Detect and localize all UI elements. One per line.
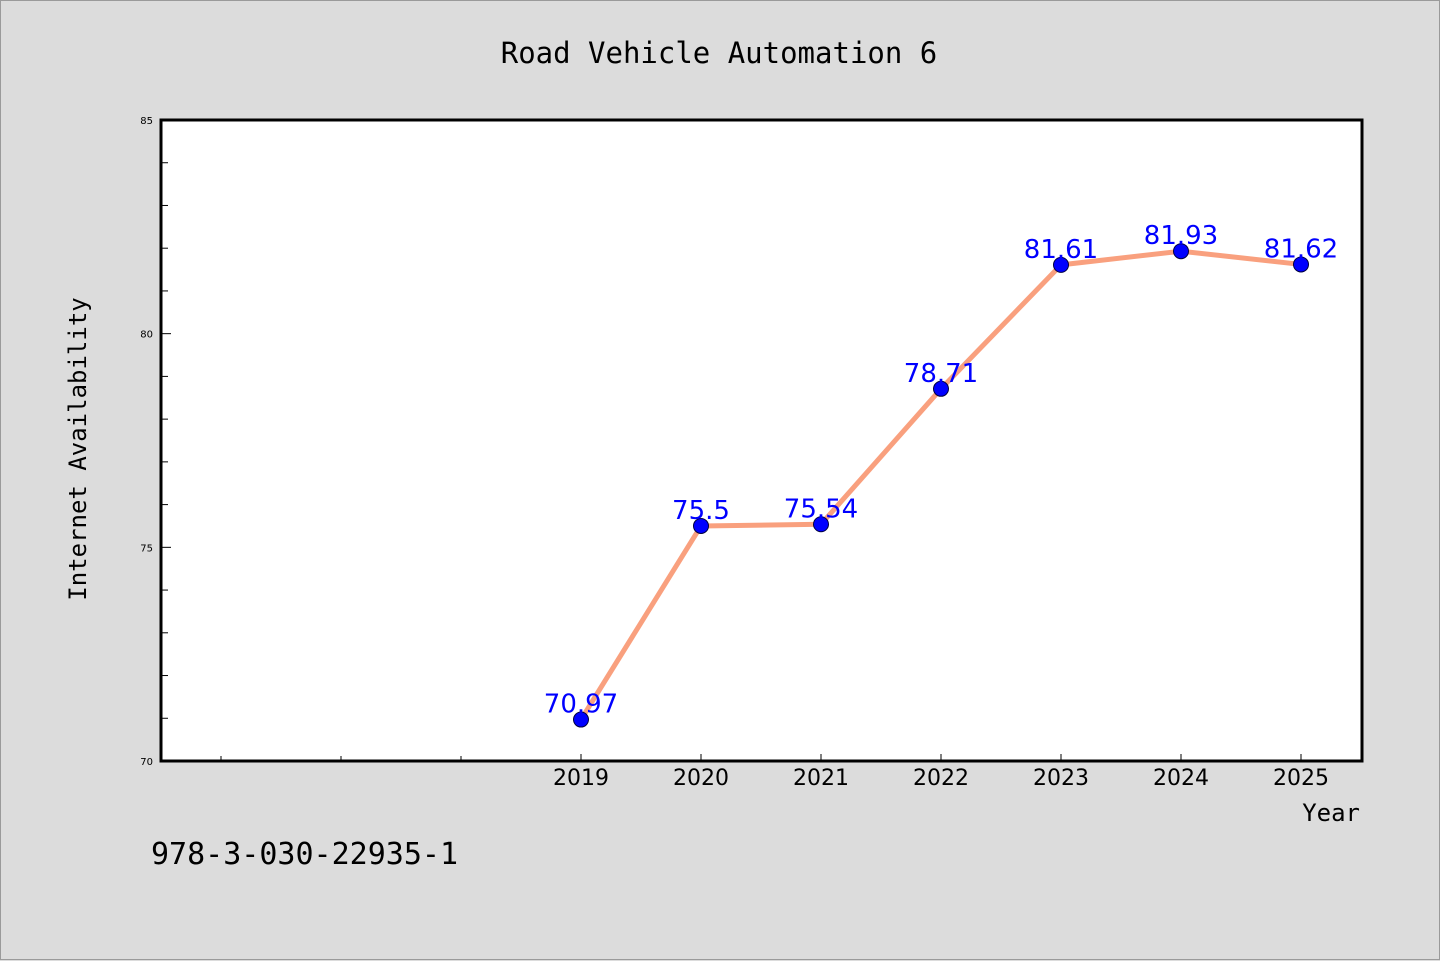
x-tick-label: 2020 <box>673 766 729 791</box>
data-point <box>933 380 949 397</box>
x-tick-label: 2023 <box>1033 766 1089 791</box>
data-point <box>693 517 709 534</box>
isbn-text: 978-3-030-22935-1 <box>151 837 458 872</box>
plot-area <box>159 118 1364 763</box>
data-point <box>1293 256 1309 273</box>
data-labels: 70.97 75.5 75.54 78.71 81.61 81.93 81.62 <box>544 221 1338 719</box>
data-label: 70.97 <box>544 690 618 720</box>
data-point <box>573 711 589 728</box>
data-point <box>1173 243 1189 260</box>
y-axis: 70 75 80 85 <box>140 116 171 768</box>
x-tick-label: 2025 <box>1273 766 1329 791</box>
x-axis-label: Year <box>1302 799 1360 827</box>
data-point <box>1053 256 1069 273</box>
x-tick-label: 2019 <box>553 766 609 791</box>
data-label: 75.54 <box>784 494 858 524</box>
data-label: 81.93 <box>1144 221 1218 251</box>
y-tick-label: 80 <box>140 330 153 341</box>
data-label: 75.5 <box>672 496 730 526</box>
data-label: 81.62 <box>1264 234 1338 264</box>
x-axis: 2019 2020 2021 2022 2023 2024 2025 <box>220 754 1329 791</box>
y-tick-label: 75 <box>140 543 153 554</box>
y-tick-label: 70 <box>140 757 153 768</box>
y-tick-label: 85 <box>140 116 153 127</box>
data-label: 81.61 <box>1024 235 1098 265</box>
data-label: 78.71 <box>904 359 978 389</box>
x-tick-label: 2024 <box>1153 766 1209 791</box>
data-point <box>813 516 829 533</box>
x-tick-label: 2022 <box>913 766 969 791</box>
chart-title: Road Vehicle Automation 6 <box>501 36 938 70</box>
x-tick-label: 2021 <box>793 766 849 791</box>
y-axis-label: Internet Availability <box>64 297 92 600</box>
data-markers <box>573 243 1309 728</box>
